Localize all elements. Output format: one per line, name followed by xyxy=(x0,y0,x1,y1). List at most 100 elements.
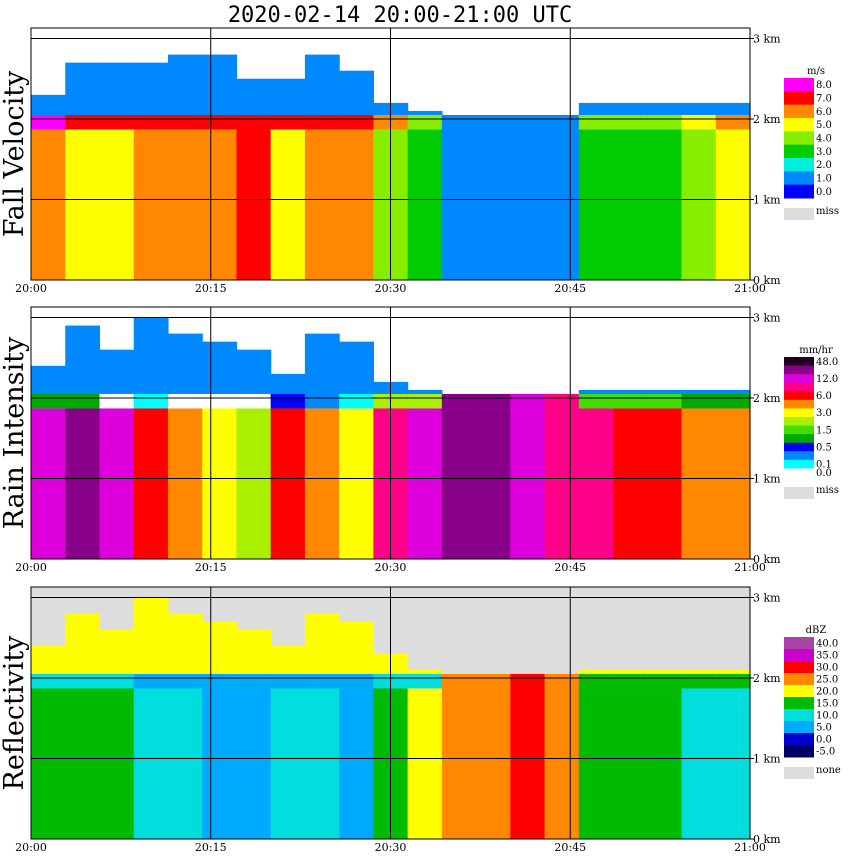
echo-column-base xyxy=(339,688,374,839)
melting-layer-cell xyxy=(578,393,614,409)
legend-label: 6.0 xyxy=(816,391,832,402)
legend-swatch xyxy=(784,459,814,469)
echo-column-base xyxy=(31,408,66,559)
melting-layer-cell xyxy=(202,393,238,409)
y-tick-label: 0 km xyxy=(753,274,781,287)
x-tick-label: 20:45 xyxy=(554,561,586,574)
echo-column-top xyxy=(270,645,306,678)
echo-column-base xyxy=(167,688,203,839)
melting-layer-cell xyxy=(715,393,751,409)
echo-column-base xyxy=(578,408,614,559)
melting-layer-cell xyxy=(476,114,511,130)
echo-column-base xyxy=(613,408,648,559)
echo-column-base xyxy=(133,129,169,280)
melting-layer-cell xyxy=(133,114,169,130)
echo-column-base xyxy=(407,408,443,559)
melting-layer-cell xyxy=(510,114,546,130)
echo-column-base xyxy=(613,688,648,839)
echo-column-base xyxy=(510,129,546,280)
legend-swatch xyxy=(784,661,814,674)
melting-layer-cell xyxy=(202,114,238,130)
echo-column-base xyxy=(407,129,443,280)
melting-layer-cell xyxy=(647,393,683,409)
echo-column-base xyxy=(681,408,717,559)
y-tick-label: 1 km xyxy=(753,194,781,207)
melting-layer-cell xyxy=(99,673,135,689)
legend-swatch xyxy=(784,391,814,401)
echo-column-top xyxy=(31,645,66,678)
legend-swatch xyxy=(784,434,814,444)
echo-column-base xyxy=(407,688,443,839)
legend-swatch xyxy=(784,417,814,427)
legend-label: -5.0 xyxy=(816,747,835,758)
echo-column-top xyxy=(236,629,272,678)
y-tick-label: 1 km xyxy=(753,753,781,766)
legend-label: 0.5 xyxy=(816,443,832,454)
echo-column-base xyxy=(441,408,477,559)
x-tick-label: 20:00 xyxy=(15,561,47,574)
echo-column-top xyxy=(133,597,169,678)
echo-column-base xyxy=(270,129,306,280)
echo-column-top xyxy=(236,78,272,119)
legend-label: 0.0 xyxy=(816,187,832,198)
echo-column-top xyxy=(65,62,101,119)
echo-column-base xyxy=(476,129,511,280)
legend-swatch xyxy=(784,709,814,722)
echo-column-base xyxy=(304,408,340,559)
y-tick-label: 2 km xyxy=(753,113,781,126)
echo-column-base xyxy=(31,688,66,839)
legend-label: 0.1 xyxy=(816,460,832,471)
echo-column-base xyxy=(476,408,511,559)
x-tick-label: 20:30 xyxy=(375,841,407,854)
melting-layer-cell xyxy=(236,114,272,130)
melting-layer-cell xyxy=(647,114,683,130)
melting-layer-cell xyxy=(613,114,648,130)
legend-label: 12.0 xyxy=(816,374,838,385)
melting-layer-cell xyxy=(31,393,66,409)
legend-swatch xyxy=(784,78,814,92)
legend-missing-swatch xyxy=(784,767,814,779)
panel-label: Fall Velocity xyxy=(0,70,30,237)
echo-column-top xyxy=(270,78,306,119)
panels: 20:00 20:15 20:30 20:45 21:000 km1 km2 km3 k… xyxy=(0,27,841,854)
echo-column-base xyxy=(236,688,272,839)
x-tick-label: 20:00 xyxy=(15,282,47,295)
legend-label: 1.0 xyxy=(816,174,832,185)
echo-column-base xyxy=(65,408,101,559)
melting-layer-cell xyxy=(715,673,751,689)
x-tick-label: 21:00 xyxy=(734,841,766,854)
y-tick-label: 3 km xyxy=(753,592,781,605)
legend-swatch xyxy=(784,649,814,662)
melting-layer-cell xyxy=(407,114,443,130)
legend-missing-swatch xyxy=(784,208,814,220)
legend-swatch xyxy=(784,382,814,392)
y-tick-label: 1 km xyxy=(753,473,781,486)
echo-column-base xyxy=(202,129,238,280)
melting-layer-cell xyxy=(270,673,306,689)
legend-label: 25.0 xyxy=(816,675,838,686)
melting-layer-cell xyxy=(647,673,683,689)
legend-swatch xyxy=(784,131,814,146)
plot-frame xyxy=(30,586,751,840)
echo-column-base xyxy=(647,688,683,839)
echo-column-base xyxy=(236,408,272,559)
legend-swatch xyxy=(784,408,814,418)
melting-layer-cell xyxy=(544,114,580,130)
echo-column-base xyxy=(99,408,135,559)
panel-2: 20:00 20:15 20:30 20:45 21:000 km 1 km 2 km 3 k… xyxy=(0,586,841,854)
echo-column-base xyxy=(202,408,238,559)
melting-layer-cell xyxy=(167,673,203,689)
melting-layer-cell xyxy=(236,673,272,689)
echo-column-top xyxy=(167,54,203,119)
echo-column-base xyxy=(715,129,751,280)
legend-label: 20.0 xyxy=(816,687,838,698)
legend-missing-label: miss xyxy=(816,485,839,496)
melting-layer-cell xyxy=(65,673,101,689)
legend-label: 5.0 xyxy=(816,120,832,131)
legend-label: 4.0 xyxy=(816,134,832,145)
legend-label: 2.0 xyxy=(816,160,832,171)
echo-column-base xyxy=(133,408,169,559)
echo-column-top xyxy=(236,349,272,398)
melting-layer-cell xyxy=(339,673,374,689)
